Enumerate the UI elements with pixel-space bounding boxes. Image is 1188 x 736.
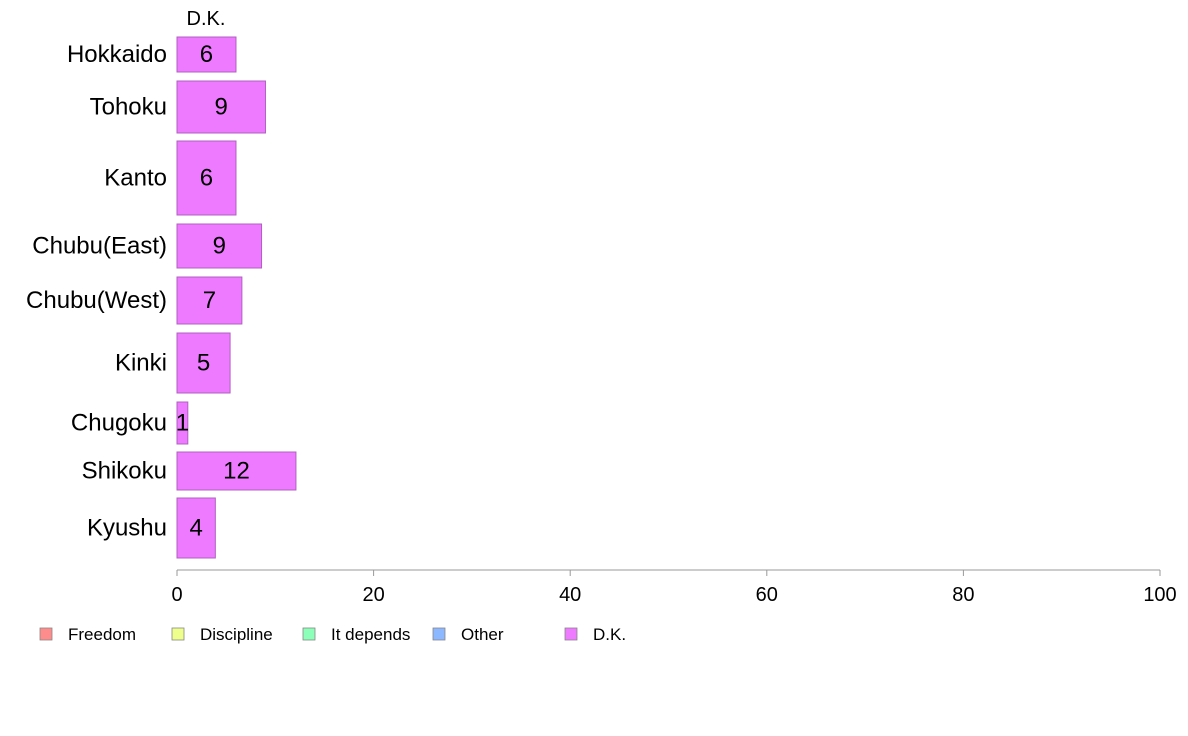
legend-swatch	[302, 627, 316, 641]
x-tick-label: 20	[362, 584, 384, 606]
legend-label: Freedom	[68, 625, 136, 644]
bar-kyushu	[176, 497, 216, 559]
x-tick-label: 60	[756, 584, 778, 606]
x-tick-label: 40	[559, 584, 581, 606]
legend-swatch	[564, 627, 578, 641]
category-label: Chubu(East)	[32, 233, 167, 260]
bar-value-label: 5	[197, 350, 210, 377]
category-label: Kyushu	[87, 515, 167, 542]
category-label: Kanto	[104, 165, 167, 192]
legend-label: D.K.	[593, 625, 626, 644]
bar-value-label: 6	[200, 41, 213, 68]
category-label: Kinki	[115, 350, 167, 377]
bar-kanto	[176, 140, 237, 216]
bar-kinki	[176, 332, 231, 394]
category-label: Tohoku	[90, 94, 167, 121]
bar-chugoku	[176, 401, 189, 445]
bar-tohoku	[176, 80, 266, 134]
x-tick-label: 0	[171, 584, 182, 606]
legend-label: Other	[461, 625, 504, 644]
x-axis: 0 20 40 60 80 100	[171, 569, 1177, 606]
bar-value-label: 6	[200, 165, 213, 192]
legend-swatch	[39, 627, 53, 641]
bar-value-label: 1	[176, 410, 189, 437]
bar-value-label: 12	[223, 458, 250, 485]
legend-label: Discipline	[200, 625, 273, 644]
bar-value-label: 9	[213, 233, 226, 260]
bar-chubu-east-	[176, 223, 263, 269]
bar-value-label: 4	[189, 515, 202, 542]
category-label: Hokkaido	[67, 41, 167, 68]
legend: Freedom Discipline It depends Other D.K.	[39, 625, 626, 644]
category-label: Shikoku	[82, 458, 167, 485]
category-label: Chubu(West)	[26, 287, 167, 314]
panel-title: D.K.	[187, 8, 226, 30]
x-tick-label: 80	[952, 584, 974, 606]
legend-swatch	[171, 627, 185, 641]
category-label: Chugoku	[71, 410, 167, 437]
bars-layer: Hokkaido 6 Tohoku 9 Kanto 6 Chubu(East) 9 Chubu(…	[26, 36, 297, 559]
bar-chubu-west-	[176, 276, 243, 325]
bar-shikoku	[176, 451, 297, 491]
legend-label: It depends	[331, 625, 410, 644]
bar-value-label: 9	[215, 94, 228, 121]
bar-hokkaido	[176, 36, 237, 73]
legend-swatch	[432, 627, 446, 641]
x-tick-label: 100	[1143, 584, 1176, 606]
bar-value-label: 7	[203, 287, 216, 314]
